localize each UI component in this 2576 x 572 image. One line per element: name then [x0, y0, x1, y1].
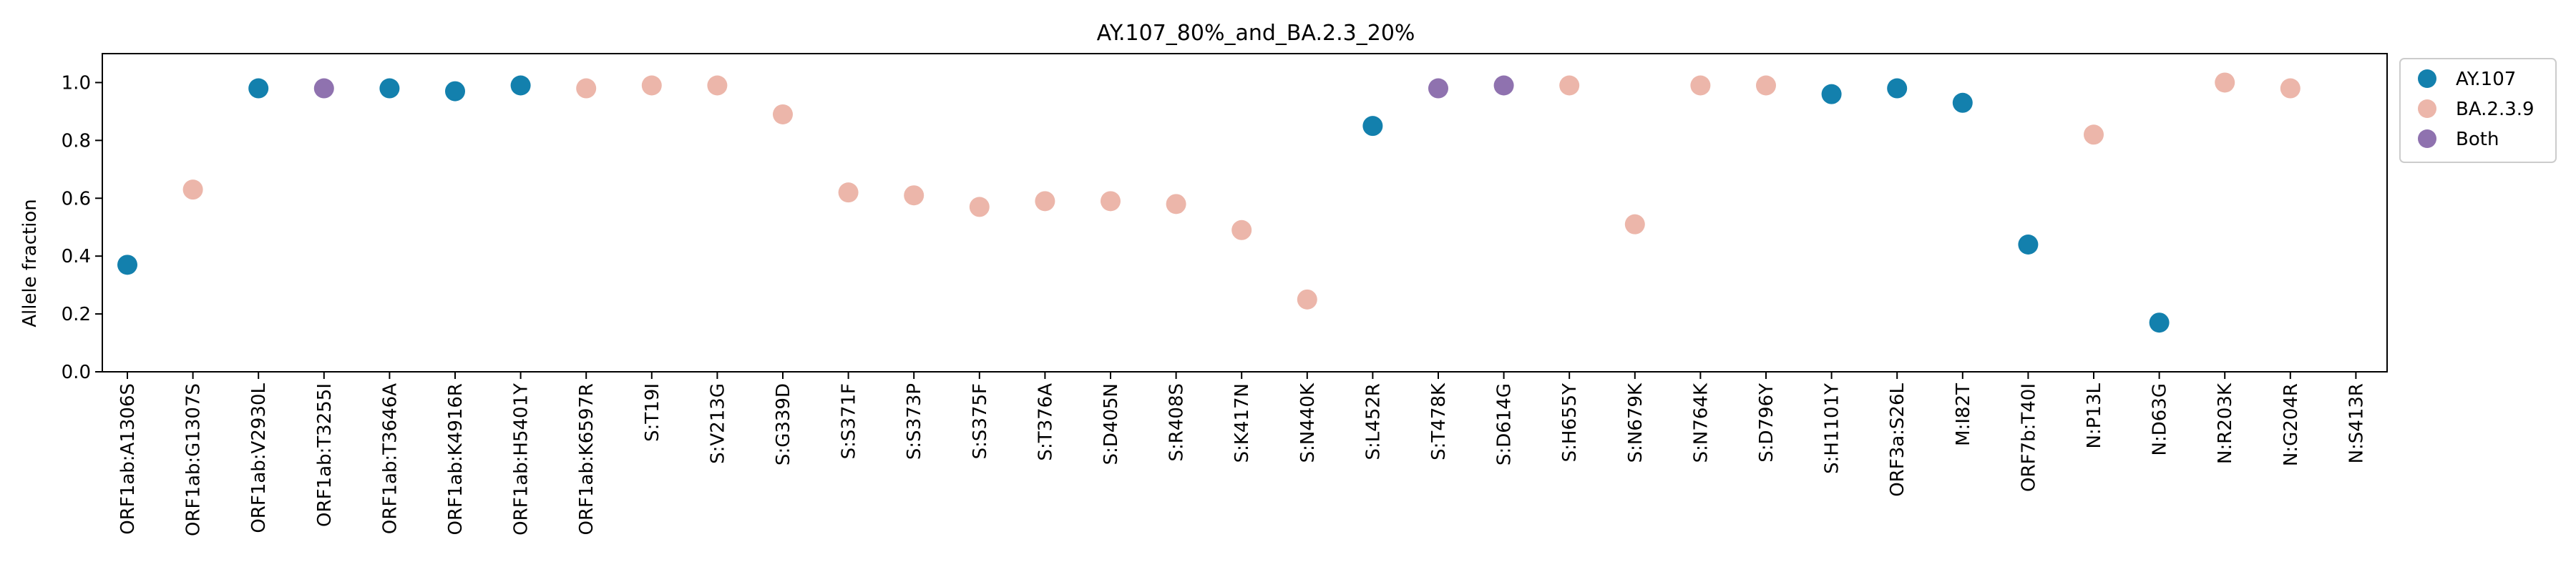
x-tick-label: S:G339D [773, 383, 794, 465]
x-tick-label: N:P13L [2084, 383, 2105, 448]
data-points [117, 72, 2301, 333]
data-point [707, 75, 728, 96]
data-point [2018, 235, 2039, 255]
data-point [969, 197, 990, 217]
data-point [1166, 194, 1186, 214]
y-tick-label: 0.6 [62, 188, 91, 209]
x-tick-label: S:V213G [707, 383, 728, 464]
x-tick-label: M:I82T [1953, 383, 1974, 446]
data-point [182, 179, 203, 200]
data-point [445, 81, 465, 102]
legend-marker [2418, 69, 2436, 88]
x-axis-ticks: ORF1ab:A1306S ORF1ab:G1307S ORF1ab:V2930L O… [117, 372, 2367, 536]
x-tick-label: ORF1ab:A1306S [117, 383, 139, 535]
x-tick-label: S:S373P [904, 383, 925, 460]
y-tick-label: 0.0 [62, 362, 91, 383]
data-point [1493, 75, 1514, 96]
data-point [248, 78, 269, 99]
x-tick-label: ORF1ab:T3255I [314, 383, 336, 527]
data-point [117, 255, 137, 275]
x-tick-label: S:D614G [1494, 383, 1516, 465]
data-point [1887, 78, 1908, 99]
x-tick-label: S:K417N [1231, 383, 1253, 463]
data-point [1101, 191, 1121, 212]
data-point [2084, 124, 2104, 145]
legend-label: BA.2.3.9 [2456, 99, 2534, 120]
x-tick-label: S:S371F [839, 383, 860, 459]
data-point [1559, 75, 1580, 96]
y-tick-label: 0.8 [62, 130, 91, 152]
x-tick-label: N:R203K [2215, 383, 2236, 464]
data-point [1756, 75, 1776, 96]
legend-box [2399, 58, 2557, 163]
data-point [2149, 312, 2170, 333]
data-point [773, 104, 793, 124]
x-tick-label: S:T376A [1035, 383, 1056, 461]
x-tick-label: S:H1101Y [1822, 383, 1843, 474]
y-tick-label: 0.4 [62, 246, 91, 267]
y-tick-label: 1.0 [62, 72, 91, 94]
data-point [1624, 214, 1645, 235]
x-tick-label: ORF1ab:H5401Y [511, 383, 532, 536]
x-tick-label: ORF1ab:K6597R [576, 383, 597, 536]
x-tick-label: S:N679K [1625, 383, 1646, 463]
y-axis-ticks: 0.0 0.2 0.4 0.6 0.8 1.0 [62, 72, 102, 383]
legend-marker [2418, 129, 2436, 148]
x-tick-label: S:N764K [1690, 383, 1712, 463]
chart-title: AY.107_80%_and_BA.2.3_20% [1097, 21, 1415, 46]
x-tick-label: S:H655Y [1559, 383, 1581, 462]
data-point [510, 75, 531, 96]
x-tick-label: ORF1ab:V2930L [248, 383, 270, 533]
y-tick-label: 0.2 [62, 304, 91, 325]
data-point [2215, 72, 2235, 93]
x-tick-label: ORF3a:S26L [1887, 383, 1908, 496]
x-tick-label: S:N440K [1297, 383, 1319, 463]
data-point [1952, 92, 1973, 113]
x-tick-label: S:R408S [1166, 383, 1188, 461]
x-tick-label: S:D405N [1101, 383, 1122, 465]
x-tick-label: S:D796Y [1756, 383, 1777, 463]
data-point [2280, 78, 2301, 99]
x-tick-label: S:T19I [642, 383, 663, 442]
legend: AY.107 BA.2.3.9 Both [2399, 58, 2557, 163]
data-point [1035, 191, 1055, 212]
x-tick-label: N:G204R [2280, 383, 2302, 466]
y-axis-label: Allele fraction [19, 199, 41, 327]
data-point [1690, 75, 1711, 96]
plot-area-frame [102, 53, 2388, 373]
data-point [1297, 289, 1317, 310]
data-point [641, 75, 662, 96]
x-tick-label: N:D63G [2150, 383, 2171, 455]
legend-label: AY.107 [2456, 69, 2516, 90]
x-tick-label: ORF1ab:T3646A [379, 383, 401, 534]
x-tick-label: ORF1ab:K4916R [445, 383, 467, 536]
x-tick-label: S:T478K [1428, 383, 1450, 460]
data-point [838, 182, 859, 203]
data-point [1821, 84, 1842, 104]
data-point [1428, 78, 1448, 99]
x-tick-label: ORF1ab:G1307S [183, 383, 205, 536]
legend-label: Both [2456, 129, 2499, 150]
data-point [1362, 116, 1383, 137]
legend-marker [2418, 99, 2436, 118]
data-point [576, 78, 597, 99]
data-point [1231, 220, 1252, 240]
x-tick-label: N:S413R [2346, 383, 2367, 463]
x-tick-label: S:L452R [1362, 383, 1384, 460]
x-tick-label: S:S375F [970, 383, 991, 459]
x-tick-label: ORF7b:T40I [2018, 383, 2039, 492]
data-point [379, 78, 400, 99]
data-point [904, 185, 924, 206]
data-point [313, 78, 334, 99]
